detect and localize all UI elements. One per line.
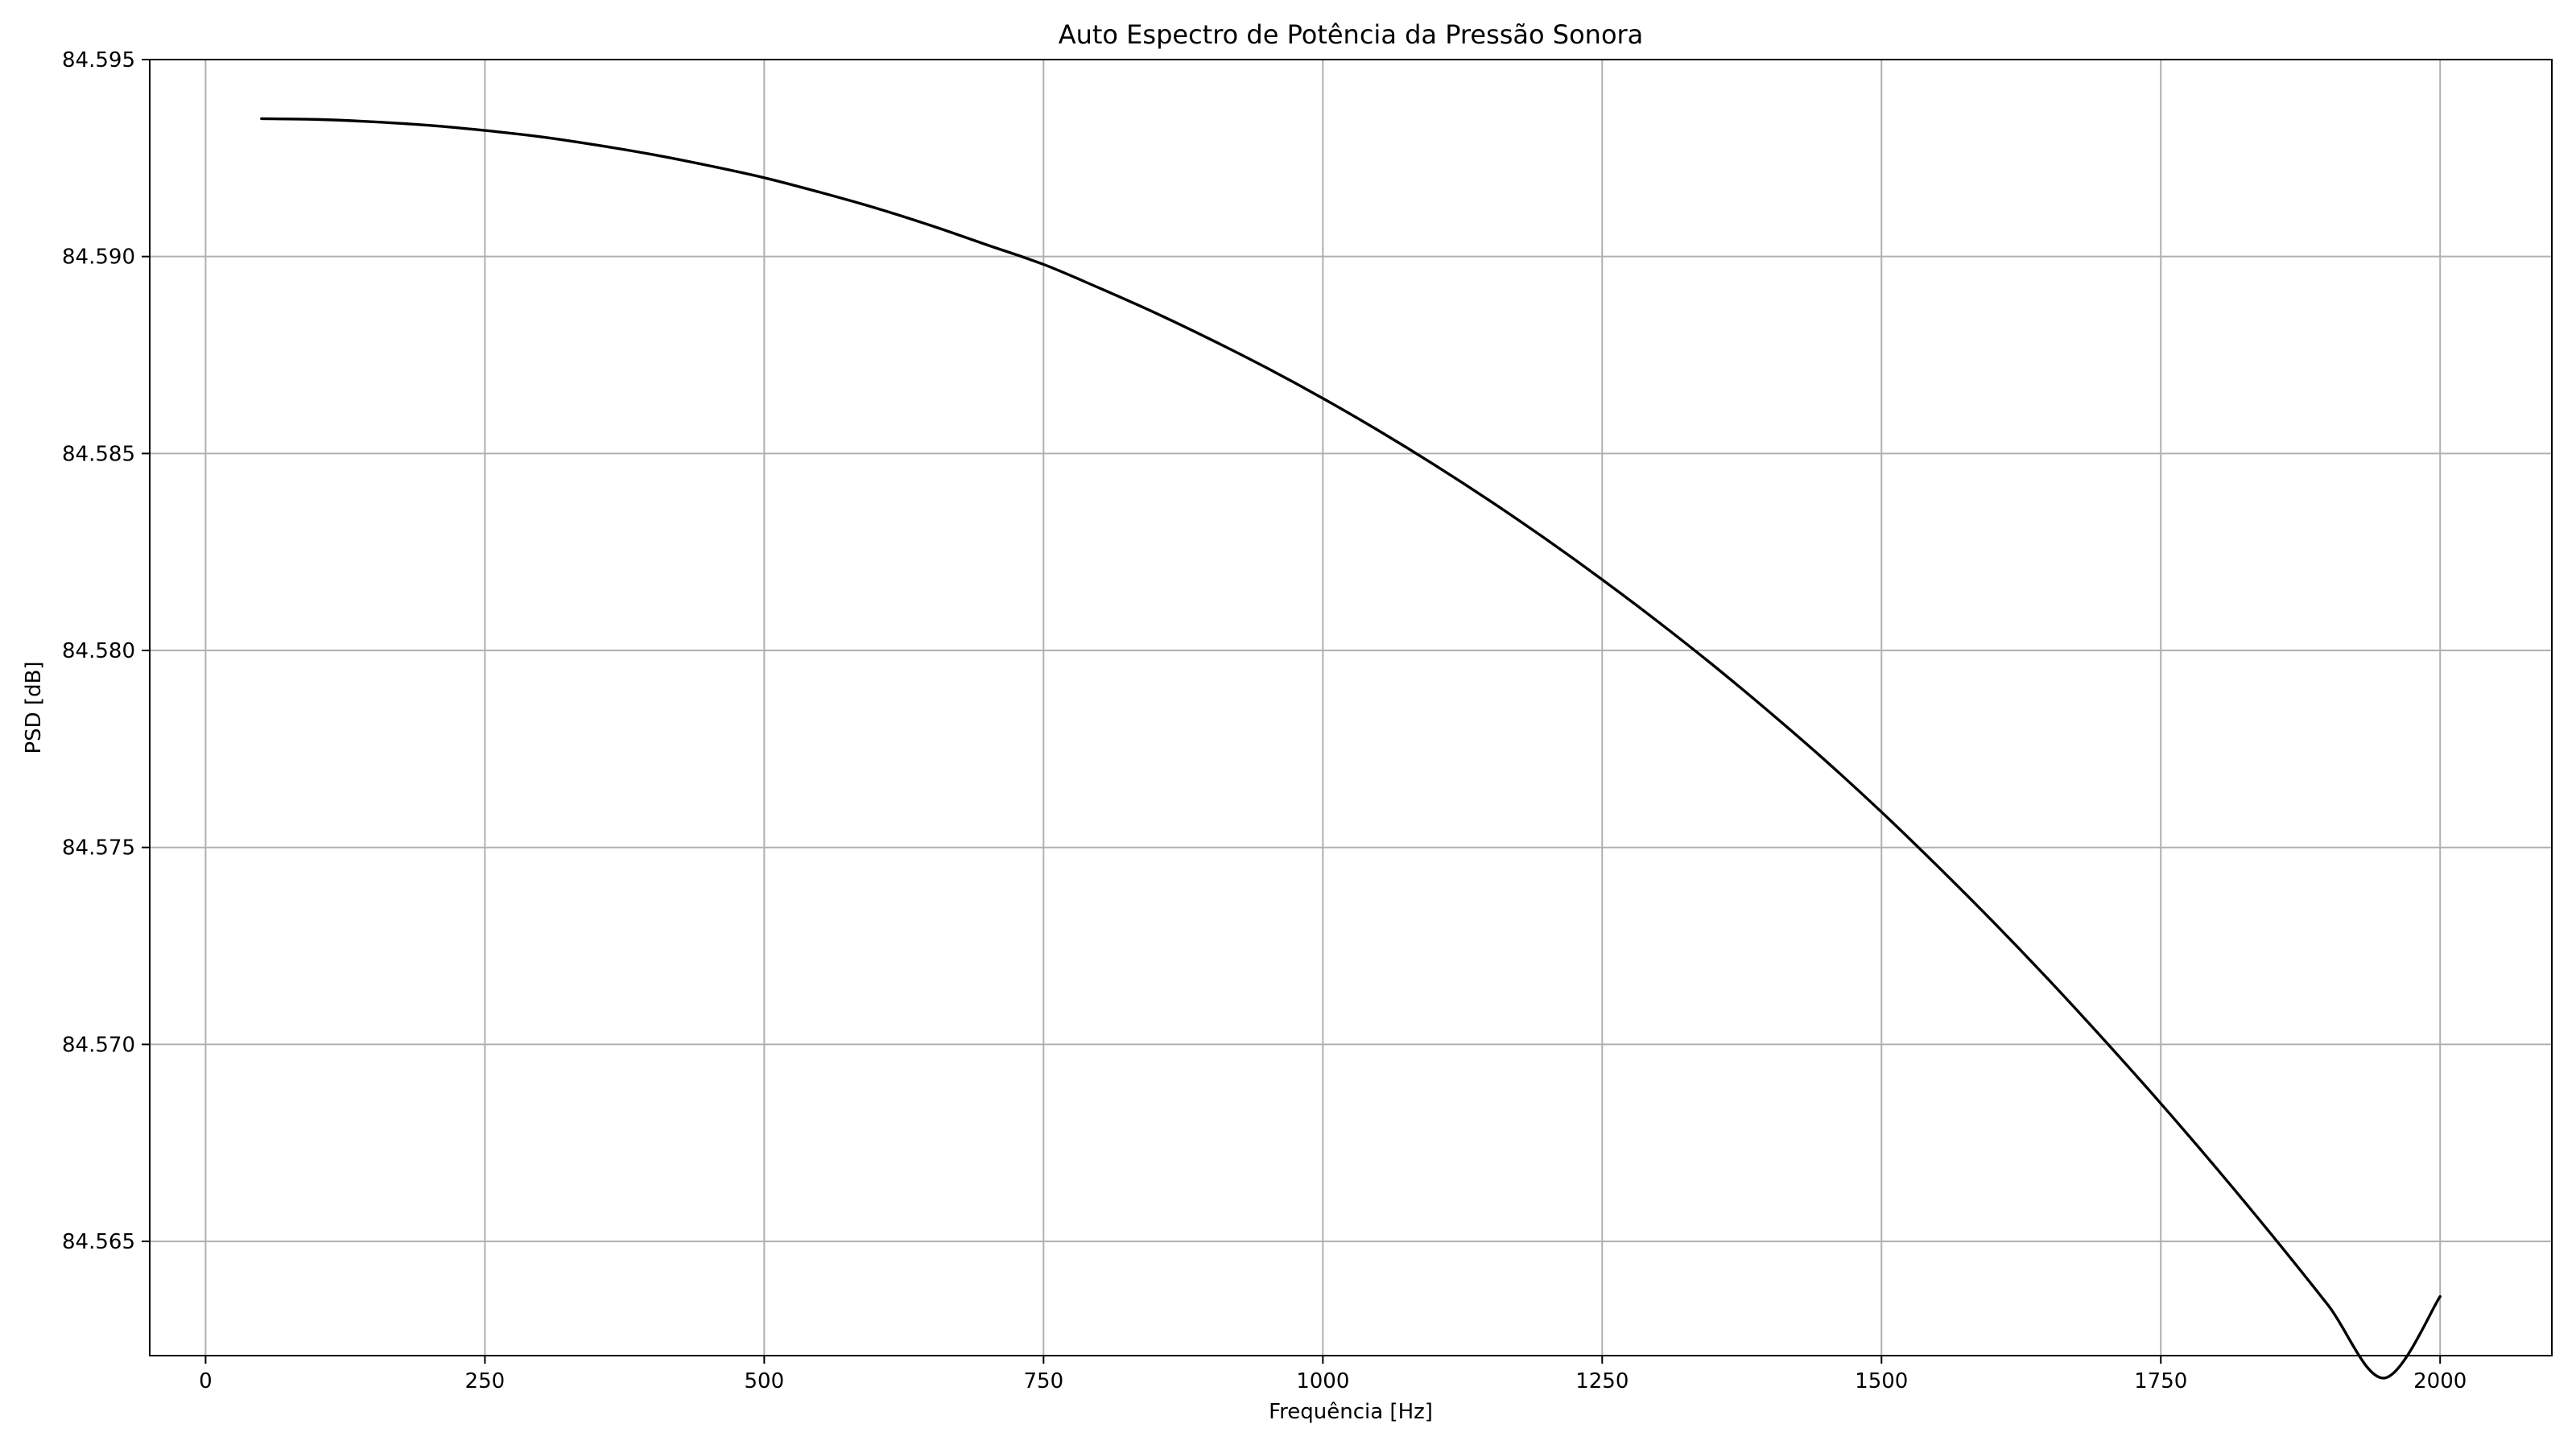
x-tick-label: 500 bbox=[745, 1369, 785, 1393]
x-tick-label: 750 bbox=[1024, 1369, 1064, 1393]
y-axis-ticks: 84.565 84.570 84.575 84.580 84.585 84.590 84.5… bbox=[62, 48, 150, 1254]
y-axis-label: PSD [dB] bbox=[22, 661, 46, 753]
x-tick-label: 1250 bbox=[1575, 1369, 1629, 1393]
chart-title: Auto Espectro de Potência da Pressão Son… bbox=[1059, 19, 1644, 50]
grid bbox=[150, 59, 2552, 1356]
y-tick-label: 84.575 bbox=[62, 836, 135, 861]
plot-frame bbox=[149, 59, 2553, 1356]
y-tick-label: 84.570 bbox=[62, 1033, 135, 1057]
x-tick-label: 1500 bbox=[1855, 1369, 1908, 1393]
y-tick-label: 84.565 bbox=[62, 1230, 135, 1254]
x-tick-label: 1750 bbox=[2134, 1369, 2187, 1393]
x-axis-label: Frequência [Hz] bbox=[1269, 1400, 1433, 1424]
psd-series-line bbox=[260, 117, 2442, 1380]
y-tick-label: 84.580 bbox=[62, 639, 135, 663]
y-tick-label: 84.585 bbox=[62, 442, 135, 466]
x-tick-label: 1000 bbox=[1296, 1369, 1349, 1393]
y-tick-label: 84.595 bbox=[62, 48, 135, 72]
x-tick-label: 250 bbox=[465, 1369, 506, 1393]
y-tick-label: 84.590 bbox=[62, 246, 135, 270]
x-tick-label: 2000 bbox=[2413, 1369, 2467, 1393]
x-tick-label: 0 bbox=[199, 1369, 213, 1393]
series-layer bbox=[260, 117, 2442, 1380]
x-axis-ticks: 0 250 500 750 1000 1250 1500 1750 2000 bbox=[199, 1356, 2467, 1393]
